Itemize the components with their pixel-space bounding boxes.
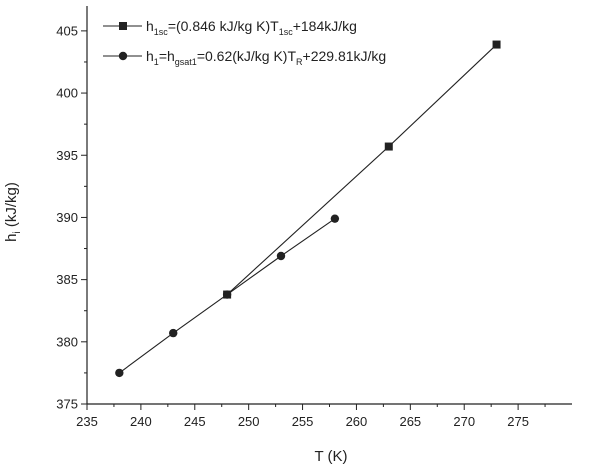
legend-label: h1=hgsat1=0.62(kJ/kg K)TR+229.81kJ/kg [146, 48, 386, 67]
x-tick-label: 240 [130, 414, 152, 429]
legend-text-part: +229.81kJ/kg [303, 48, 387, 64]
data-point [169, 328, 178, 338]
y-axis-title-rest: (kJ/kg) [3, 182, 20, 231]
square-marker [119, 22, 127, 30]
x-tick-label: 260 [346, 414, 368, 429]
y-tick-label: 395 [56, 148, 78, 163]
legend-item-2: h1=hgsat1=0.62(kJ/kg K)TR+229.81kJ/kg [103, 48, 386, 67]
legend-subscript: 1 [154, 57, 159, 67]
y-tick-label: 400 [56, 86, 78, 101]
x-tick-label: 255 [292, 414, 314, 429]
x-axis-title: T (K) [314, 448, 347, 465]
x-tick-label: 250 [238, 414, 260, 429]
y-tick-label: 375 [56, 397, 78, 412]
data-point [115, 368, 124, 378]
legend: h1sc=(0.846 kJ/kg K)T1sc+184kJ/kgh1=hgsa… [103, 18, 386, 67]
x-tick-label: 275 [507, 414, 529, 429]
legend-item-1: h1sc=(0.846 kJ/kg K)T1sc+184kJ/kg [103, 18, 357, 37]
legend-text-part: +184kJ/kg [293, 18, 357, 34]
x-tick-label: 265 [399, 414, 421, 429]
series-2 [115, 214, 340, 378]
y-axis-title-sub: i [12, 231, 23, 233]
legend-text-part: =0.62(kJ/kg K)T [197, 48, 297, 64]
legend-text-part: =h [159, 48, 175, 64]
y-axis-title: hi (kJ/kg) [3, 182, 23, 242]
legend-label: h1sc=(0.846 kJ/kg K)T1sc+184kJ/kg [146, 18, 357, 37]
series-line [226, 44, 497, 295]
data-point [492, 40, 501, 49]
legend-subscript: 1sc [279, 27, 294, 37]
axes [86, 6, 572, 405]
y-tick-label: 380 [56, 334, 78, 349]
y-axis-title-main: h [3, 234, 20, 242]
tick-marks: 235 240 245 250 255 260 265 270 275 375 380 385 390 3… [56, 23, 546, 429]
x-tick-label: 270 [453, 414, 475, 429]
data-point [276, 251, 286, 261]
series-1 [223, 40, 501, 299]
y-tick-label: 385 [56, 272, 78, 287]
y-tick-label: 405 [56, 23, 78, 38]
circle-marker [118, 51, 128, 61]
data-point [222, 290, 232, 299]
legend-subscript: R [296, 57, 303, 67]
legend-subscript: gsat1 [175, 57, 197, 67]
x-tick-label: 235 [76, 414, 98, 429]
legend-text-part: h [146, 18, 154, 34]
series [115, 40, 501, 378]
data-point [330, 214, 340, 223]
y-tick-label: 390 [56, 210, 78, 225]
legend-text-part: =(0.846 kJ/kg K)T [168, 18, 279, 34]
data-point [384, 142, 393, 151]
legend-subscript: 1sc [154, 27, 169, 37]
x-tick-label: 245 [184, 414, 206, 429]
legend-text-part: h [146, 48, 154, 64]
